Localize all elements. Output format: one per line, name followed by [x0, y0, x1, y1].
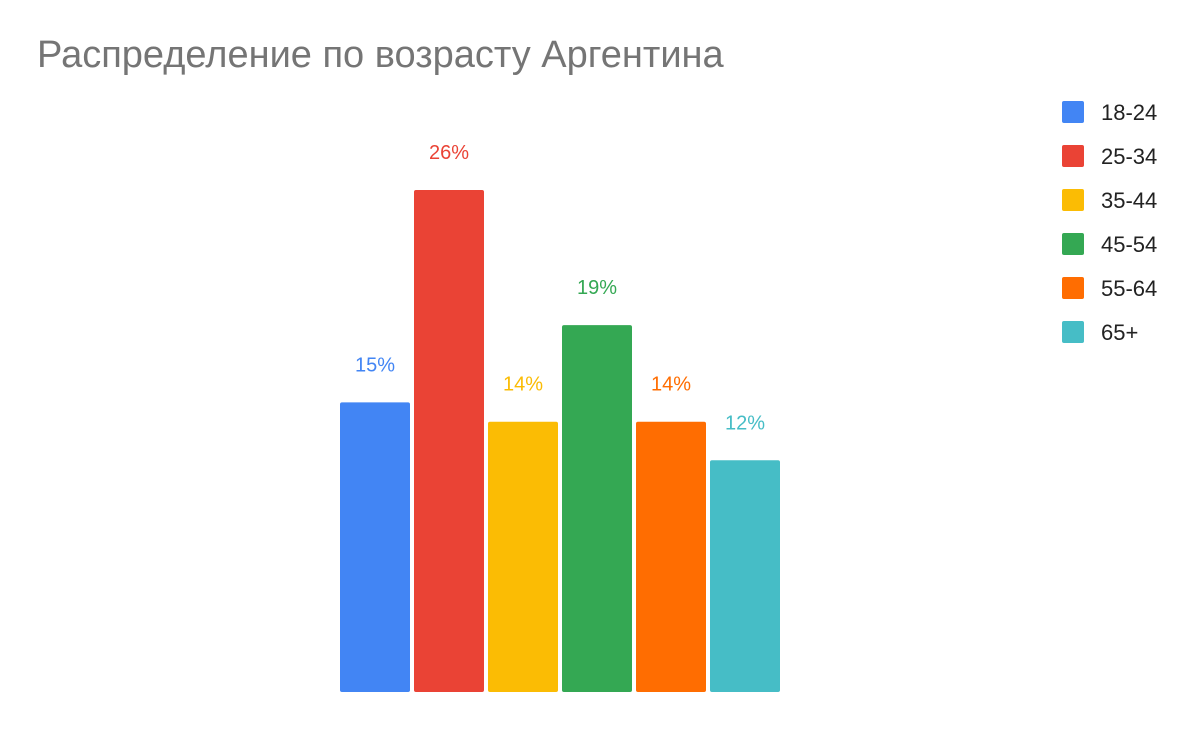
legend-label: 45-54	[1101, 232, 1158, 257]
data-label-35-44: 14%	[503, 374, 543, 396]
data-label-25-34: 26%	[429, 142, 469, 164]
data-labels-group: 15% 26% 14% 19% 14% 12%	[355, 142, 765, 434]
bar-35-44	[488, 421, 558, 692]
legend-label: 35-44	[1101, 188, 1158, 213]
legend-label: 25-34	[1101, 144, 1158, 169]
bars-group	[340, 190, 780, 692]
chart-title: Распределение по возрасту Аргентина	[37, 34, 724, 76]
legend-swatch	[1062, 277, 1084, 299]
legend-label: 18-24	[1101, 100, 1158, 125]
legend-swatch	[1062, 145, 1084, 167]
legend-label: 55-64	[1101, 276, 1158, 301]
data-label-65+: 12%	[725, 412, 765, 434]
legend-swatch	[1062, 233, 1084, 255]
legend-swatch	[1062, 189, 1084, 211]
legend-swatch	[1062, 321, 1084, 343]
bar-25-34	[414, 190, 484, 692]
legend-swatch	[1062, 101, 1084, 123]
data-label-18-24: 15%	[355, 354, 395, 376]
data-label-55-64: 14%	[651, 374, 691, 396]
bar-18-24	[340, 402, 410, 692]
bar-45-54	[562, 325, 632, 692]
legend-label: 65+	[1101, 320, 1139, 345]
data-label-45-54: 19%	[577, 277, 617, 299]
bar-55-64	[636, 421, 706, 692]
bar-65+	[710, 460, 780, 692]
